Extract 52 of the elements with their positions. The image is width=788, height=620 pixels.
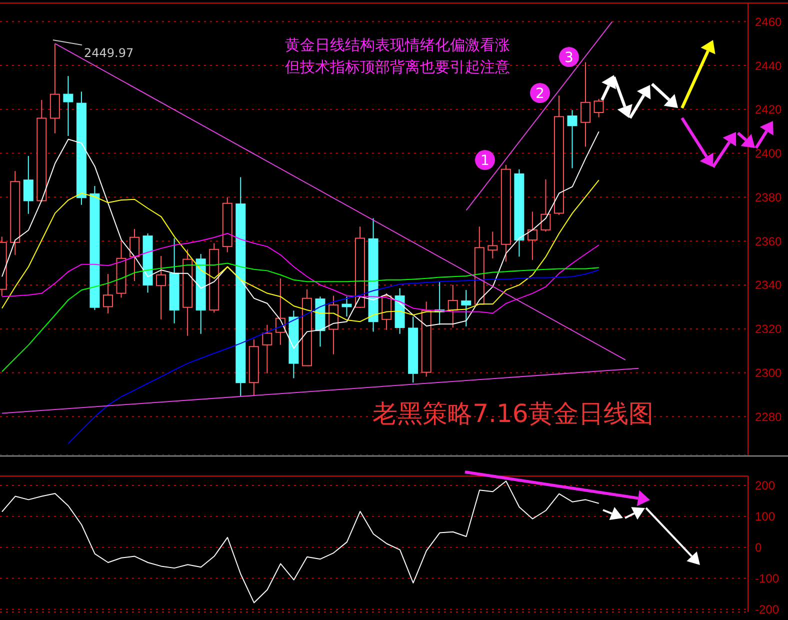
candlestick bbox=[461, 290, 472, 327]
candlestick bbox=[50, 43, 60, 134]
annotation: 2449.97 bbox=[84, 46, 134, 60]
candlestick bbox=[248, 338, 259, 396]
annotation: 但技术指标顶部背离也要引起注意 bbox=[285, 58, 510, 76]
y-tick-label: 2440 bbox=[755, 58, 782, 73]
line-series bbox=[1, 180, 600, 322]
y-tick-label: 2380 bbox=[755, 190, 782, 204]
candlestick bbox=[488, 231, 498, 259]
candlestick bbox=[222, 196, 232, 253]
text: 老黑策略7.16黄金日线图 bbox=[372, 399, 654, 428]
candlestick bbox=[10, 170, 20, 256]
candlestick bbox=[63, 76, 74, 136]
y-tick-label: 2420 bbox=[755, 102, 782, 117]
annotation: 黄金日线结构表现情绪化偏激看涨 bbox=[285, 36, 510, 54]
candlestick bbox=[169, 238, 180, 324]
candlestick bbox=[76, 91, 86, 206]
candlestick bbox=[130, 228, 140, 282]
candlestick bbox=[328, 295, 338, 355]
candlestick bbox=[527, 211, 538, 260]
candlestick bbox=[196, 254, 206, 334]
y-tick-label: 2360 bbox=[755, 234, 782, 248]
annotation: 1 bbox=[480, 153, 490, 169]
candlestick bbox=[368, 218, 378, 332]
y-tick-label: 200 bbox=[755, 478, 776, 493]
y-tick-label: 2460 bbox=[755, 14, 782, 29]
annotation: 3 bbox=[564, 50, 574, 66]
line-series bbox=[1, 262, 600, 372]
candlestick bbox=[23, 155, 34, 214]
annotation: 2 bbox=[536, 86, 544, 102]
candlestick bbox=[236, 176, 246, 398]
y-tick-label: 2340 bbox=[755, 278, 782, 292]
candlestick bbox=[156, 255, 166, 320]
y-tick-label: 2320 bbox=[755, 322, 782, 336]
y-tick-label: 2400 bbox=[755, 146, 782, 161]
line-series bbox=[68, 270, 600, 444]
candlestick bbox=[408, 316, 418, 384]
y-tick-label: -200 bbox=[755, 602, 780, 616]
y-tick-label: -100 bbox=[755, 572, 780, 586]
y-tick-label: 2300 bbox=[755, 366, 782, 380]
candlestick bbox=[448, 284, 458, 328]
candlestick bbox=[102, 273, 113, 314]
y-tick-label: 2280 bbox=[755, 410, 782, 424]
candlestick bbox=[567, 110, 578, 169]
y-tick-label: 0 bbox=[755, 540, 762, 555]
line-series bbox=[1, 480, 600, 604]
line-series bbox=[1, 131, 600, 349]
y-tick-label: 100 bbox=[755, 510, 776, 524]
line-series bbox=[1, 232, 600, 314]
candlestick bbox=[288, 310, 299, 379]
candlestick bbox=[580, 62, 591, 148]
candlestick bbox=[182, 248, 193, 336]
